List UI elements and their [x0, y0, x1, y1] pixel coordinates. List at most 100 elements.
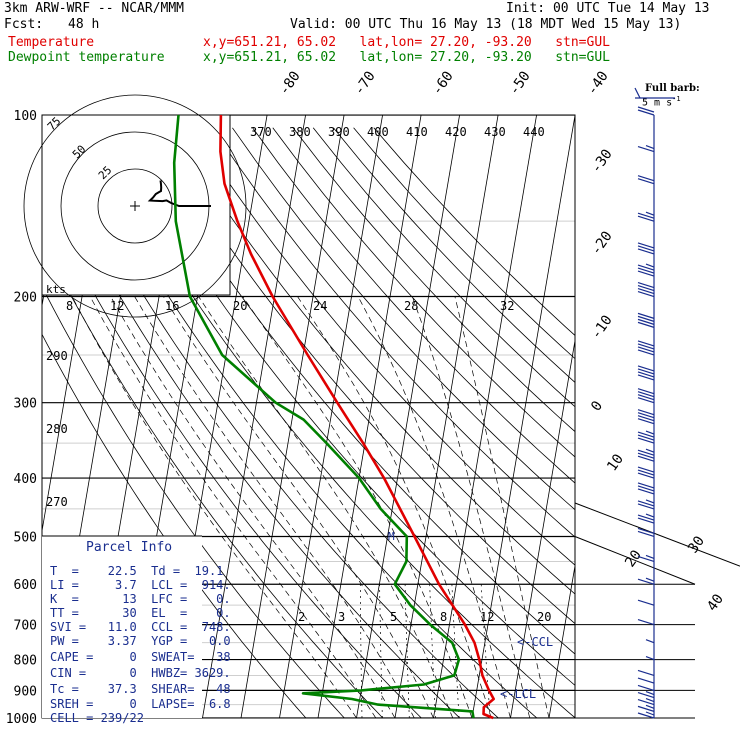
isotherm-label: 30 — [685, 533, 708, 556]
wind-barb — [637, 691, 655, 699]
temperature-profile — [219, 114, 495, 720]
wind-barb-flag — [637, 619, 655, 626]
wind-barb — [637, 677, 655, 684]
legend-dewpoint-name: Dewpoint temperature — [8, 50, 165, 65]
wind-barb-half — [645, 704, 655, 709]
ccl-annotation: <-CCL — [517, 635, 553, 649]
moist-adiabat-line — [71, 296, 357, 718]
dry-adiabat-line — [110, 127, 575, 686]
barb-legend-title: Full barb: — [645, 83, 700, 94]
wind-barb-half — [645, 577, 655, 582]
wind-barb-flag — [637, 469, 655, 476]
speed-scale-label: 32 — [500, 299, 514, 313]
wind-barb-half — [645, 430, 655, 435]
barb-legend-unit-text: 5 m s — [642, 97, 673, 109]
pressure-tick-label: 500 — [14, 530, 37, 545]
wind-barb — [637, 513, 655, 524]
pressure-tick-label: 200 — [14, 291, 37, 306]
isotherm-label: -30 — [588, 146, 616, 176]
wind-barb — [637, 388, 655, 404]
wind-barb-flag — [637, 312, 655, 319]
wind-barb-half — [645, 691, 655, 696]
dry-adiabat-line — [312, 127, 575, 408]
hodograph — [23, 94, 247, 318]
wind-barb — [637, 482, 655, 495]
parcel-row: SREH = 0 LAPSE= 6.8 — [50, 697, 231, 711]
isotherm-line — [510, 338, 575, 718]
theta-label: 370 — [250, 125, 272, 139]
mixing-ratio-line — [429, 584, 436, 718]
parcel-row: K = 13 LFC = 0. — [50, 592, 231, 606]
theta-e-label: 270 — [46, 495, 68, 509]
speed-scale-label: 16 — [165, 299, 179, 313]
wind-barb-flag — [637, 212, 655, 219]
mixing-ratio-label: 2 — [298, 610, 305, 624]
wind-barb-flag — [637, 418, 655, 425]
wind-barb-flag — [637, 371, 655, 378]
wind-barb-flag — [637, 455, 655, 462]
dry-adiabat-line — [211, 127, 575, 538]
wind-barb — [637, 577, 655, 585]
wind-barb-flag — [637, 175, 655, 182]
hodograph-trace — [147, 180, 211, 207]
moist-adiabat-line — [198, 296, 454, 718]
wind-barb-half — [645, 698, 655, 703]
mixing-ratio-line — [480, 584, 491, 718]
theta-label: 400 — [367, 125, 389, 139]
wind-barb-flag — [637, 485, 655, 492]
wind-barb-flag — [637, 712, 655, 719]
wind-barb-half — [645, 145, 655, 150]
hodograph-speed-unit: kts — [46, 283, 66, 296]
pressure-tick-label: 1000 — [6, 712, 37, 727]
theta-label: 420 — [445, 125, 467, 139]
wind-barb-flag — [637, 315, 655, 322]
wind-barb — [637, 704, 655, 712]
parcel-row: PW = 3.37 YGP = 0.0 — [50, 634, 231, 648]
dewpoint-profile — [172, 114, 475, 719]
isotherm-label: 20 — [622, 547, 645, 570]
theta-label: 410 — [406, 125, 428, 139]
pressure-tick-label: 700 — [14, 619, 37, 634]
wind-barb-flag — [637, 349, 655, 356]
theta-e-label: 280 — [46, 422, 68, 436]
wind-barb — [637, 106, 655, 116]
wind-barb-flag — [637, 412, 655, 419]
pressure-tick-label: 600 — [14, 578, 37, 593]
speed-scale-label: 8 — [66, 299, 73, 313]
theta-e-label: 290 — [46, 349, 68, 363]
mixing-ratio-line — [404, 584, 410, 718]
wind-barb — [637, 684, 655, 691]
dry-adiabat-line — [70, 127, 538, 718]
wind-barb-flag — [637, 482, 655, 489]
wind-barb — [637, 263, 655, 277]
pressure-tick-label: 300 — [14, 397, 37, 412]
hodograph-ring — [23, 94, 247, 318]
dry-adiabat-line — [272, 127, 575, 458]
moist-adiabat-line — [357, 296, 511, 718]
isotherm-label: 40 — [704, 591, 727, 614]
isotherm-label: -20 — [588, 228, 616, 258]
wind-barb-flag — [637, 555, 655, 563]
wind-barb-half — [645, 639, 655, 644]
parcel-row: T = 22.5 Td = 19.1 — [50, 564, 224, 578]
parcel-box-bg — [42, 536, 202, 718]
theta-label: 380 — [289, 125, 311, 139]
wind-barb-flag — [637, 527, 655, 535]
wind-barb-half — [645, 554, 655, 560]
wind-barb-half — [645, 211, 655, 216]
dry-adiabat-line — [42, 285, 345, 718]
wind-barb-flag — [637, 437, 655, 444]
wind-barb-flag — [637, 705, 655, 712]
valid-time: Valid: 00 UTC Thu 16 May 13 (18 MDT Wed … — [290, 17, 682, 32]
wind-barb — [637, 340, 655, 356]
wind-barb-half — [645, 263, 655, 268]
moist-adiabat-line — [454, 296, 550, 718]
wind-barb-flag — [637, 267, 655, 274]
parcel-row: TT = 30 EL = 0. — [50, 606, 231, 620]
dry-adiabat-line — [333, 127, 575, 383]
wind-barb-flag — [637, 500, 655, 507]
wind-barb — [637, 430, 655, 444]
barb-legend-unit: 5 m s-1 — [642, 94, 681, 108]
wind-barb — [637, 499, 655, 510]
moist-adiabat-line — [411, 296, 531, 718]
